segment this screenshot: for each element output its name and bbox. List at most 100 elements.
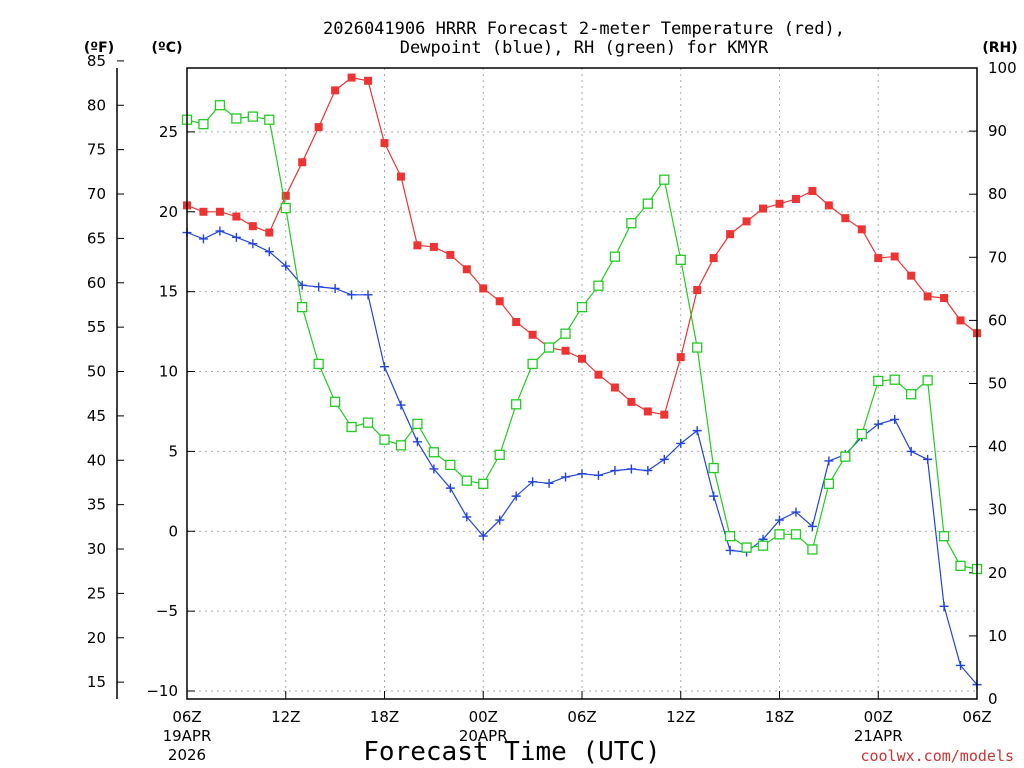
x-tick-label: 18Z — [370, 708, 399, 726]
temperature-point — [660, 410, 669, 419]
x-tick-label: 06Z — [172, 708, 201, 726]
dewpoint-point — [231, 232, 241, 242]
celsius-tick-label: 15 — [159, 283, 178, 301]
dewpoint-point — [445, 483, 455, 493]
fahrenheit-tick-label: 75 — [87, 141, 106, 159]
fahrenheit-tick-label: 85 — [87, 52, 106, 70]
dewpoint-point — [478, 531, 488, 541]
x-tick-date-label: 19APR — [163, 727, 212, 745]
dewpoint-point — [923, 454, 933, 464]
temperature-point — [364, 76, 373, 85]
temperature-point — [314, 123, 323, 132]
rh-point — [642, 198, 653, 209]
rh-point — [231, 113, 242, 124]
dewpoint-point — [396, 400, 406, 410]
rh-point — [527, 358, 538, 370]
temperature-point — [331, 86, 340, 95]
temperature-point — [578, 354, 586, 363]
temperature-point — [429, 242, 438, 251]
x-tick-label: 00Z — [469, 708, 498, 726]
rh-point — [264, 114, 275, 125]
dewpoint-point — [676, 438, 686, 448]
temperature-point — [791, 194, 800, 203]
celsius-tick-label: 5 — [168, 442, 178, 460]
celsius-tick-label: 10 — [159, 363, 178, 381]
dewpoint-point — [807, 521, 817, 531]
temperature-point — [232, 212, 241, 221]
rh-point — [856, 428, 867, 440]
plot-frame — [186, 67, 978, 700]
rh-point — [511, 399, 522, 410]
dewpoint-point — [363, 290, 373, 300]
dewpoint-point — [248, 239, 258, 249]
fahrenheit-tick-label: 70 — [87, 185, 106, 203]
temperature-point — [512, 317, 521, 326]
rh-point — [757, 540, 769, 551]
dewpoint-point — [264, 247, 274, 257]
fahrenheit-tick-label: 35 — [87, 496, 106, 514]
temperature-point — [890, 252, 899, 261]
temperature-point — [643, 407, 652, 416]
temperature-point — [495, 297, 504, 306]
dewpoint-point — [314, 282, 324, 292]
dewpoint-point — [939, 601, 949, 611]
rh-point — [609, 251, 621, 262]
temperature-point — [215, 207, 224, 216]
rh-point — [346, 421, 357, 433]
rh-point — [329, 396, 341, 407]
rh-tick-label: 10 — [988, 627, 1007, 645]
rh-point — [873, 375, 884, 387]
x-tick-label: 06Z — [567, 708, 596, 726]
temperature-point — [298, 158, 307, 167]
dewpoint-point — [725, 545, 735, 555]
temperature-point — [462, 265, 471, 274]
temperature-point — [693, 286, 702, 295]
dewpoint-point — [791, 507, 801, 517]
dewpoint-point — [281, 261, 291, 271]
rh-tick-label: 80 — [988, 185, 1007, 203]
celsius-unit-label: (ºC) — [152, 40, 183, 56]
dewpoint-point — [495, 515, 505, 525]
fahrenheit-tick-label: 60 — [87, 274, 106, 292]
temperature-point — [479, 284, 488, 293]
temperature-point — [396, 172, 405, 181]
rh-point — [395, 440, 407, 451]
fahrenheit-tick-label: 30 — [87, 540, 106, 558]
dewpoint-point — [906, 446, 916, 456]
rh-point — [214, 100, 226, 111]
dewpoint-point — [347, 290, 357, 300]
rh-tick-label: 90 — [988, 122, 1007, 140]
temperature-point — [380, 139, 389, 148]
fahrenheit-unit-label: (ºF) — [84, 40, 114, 56]
rh-point — [955, 560, 966, 572]
temperature-point — [857, 225, 866, 234]
rh-tick-label: 100 — [988, 59, 1017, 77]
rh-point — [692, 342, 703, 353]
dewpoint-point — [528, 477, 538, 487]
dewpoint-point — [577, 469, 587, 479]
dewpoint-point — [873, 419, 883, 429]
rh-point — [543, 342, 555, 353]
x-tick-date-label: 21APR — [854, 727, 903, 745]
temperature-point — [759, 204, 768, 213]
rh-point — [724, 531, 736, 542]
rh-tick-label: 30 — [988, 501, 1007, 519]
rh-point — [922, 375, 933, 386]
chart-title-line-2: Dewpoint (blue), RH (green) for KMYR — [400, 38, 769, 58]
temperature-point — [808, 187, 817, 196]
temperature-point — [281, 191, 290, 200]
x-tick-label: 06Z — [962, 708, 991, 726]
rh-point — [445, 459, 456, 471]
rh-point — [461, 475, 472, 486]
x-tick-label: 00Z — [864, 708, 893, 726]
celsius-tick-label: 20 — [159, 203, 178, 221]
rh-point — [906, 389, 917, 400]
rh-point — [280, 202, 291, 214]
temperature-point — [940, 294, 949, 303]
fahrenheit-tick-label: 45 — [87, 407, 106, 425]
dewpoint-point — [626, 464, 636, 474]
fahrenheit-tick-label: 40 — [87, 451, 106, 469]
celsius-tick-label: −5 — [156, 602, 178, 620]
